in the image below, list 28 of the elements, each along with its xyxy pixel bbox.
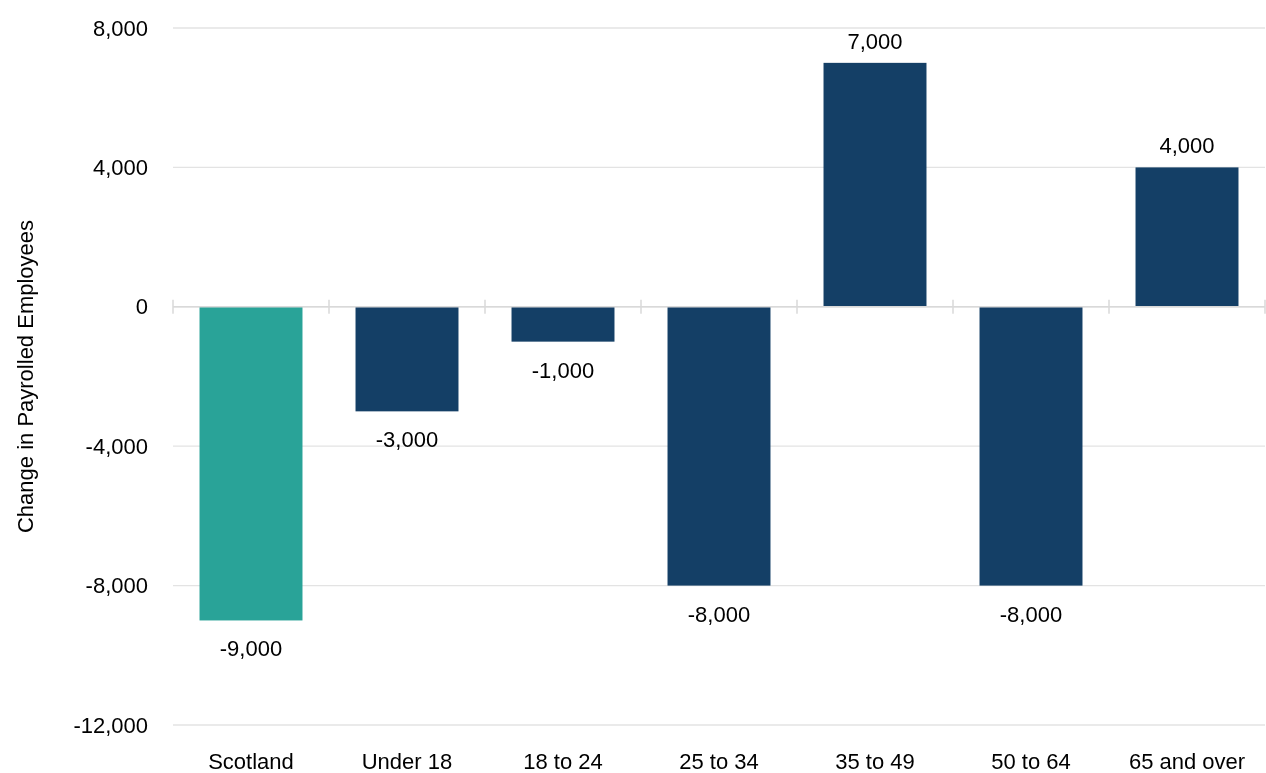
y-tick-label: 4,000 — [92, 154, 148, 180]
bar — [667, 306, 771, 586]
x-tick-label: 18 to 24 — [523, 749, 603, 773]
bar — [979, 306, 1083, 586]
x-tick-label: 50 to 64 — [991, 749, 1071, 773]
y-tick-label: -8,000 — [85, 573, 148, 599]
y-tick-label: -4,000 — [85, 433, 148, 459]
data-label: -9,000 — [219, 636, 283, 662]
bar — [199, 306, 303, 621]
bar — [355, 306, 459, 412]
x-tick-label: 65 and over — [1128, 749, 1246, 773]
y-tick-label: -12,000 — [73, 712, 148, 738]
data-label: 4,000 — [1159, 133, 1215, 159]
data-label: -3,000 — [375, 427, 439, 453]
bar — [1135, 167, 1239, 307]
data-label: 7,000 — [847, 28, 903, 54]
y-tick-label: 8,000 — [92, 15, 148, 41]
data-label: -8,000 — [687, 601, 751, 627]
data-label: -8,000 — [999, 601, 1063, 627]
x-tick-label: 25 to 34 — [679, 749, 759, 773]
y-axis-title: Change in Payrolled Employees — [13, 219, 38, 534]
x-tick-label: Scotland — [208, 749, 294, 773]
data-label: -1,000 — [531, 357, 595, 383]
bar — [511, 306, 615, 342]
bar — [823, 62, 927, 307]
x-tick-label: Under 18 — [361, 749, 453, 773]
y-tick-label: 0 — [135, 294, 148, 320]
x-tick-label: 35 to 49 — [835, 749, 915, 773]
